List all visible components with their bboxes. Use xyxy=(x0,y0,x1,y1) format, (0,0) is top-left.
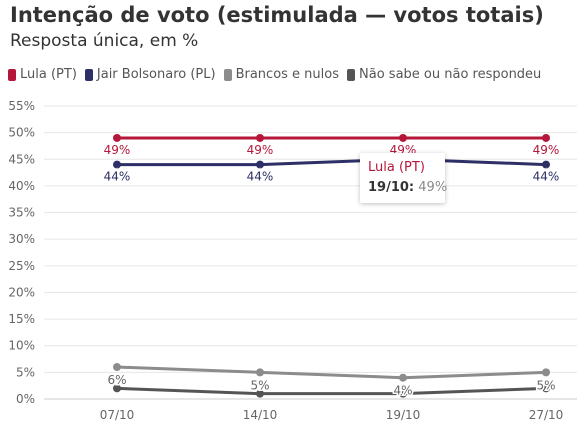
y-tick-label: 35% xyxy=(8,206,35,220)
data-point-nao-sabe xyxy=(256,389,264,398)
legend-item-bolsonaro[interactable]: Jair Bolsonaro (PL) xyxy=(84,67,216,82)
data-label-lula: 49% xyxy=(247,143,274,157)
y-tick-label: 15% xyxy=(8,312,35,326)
tooltip: Lula (PT) 19/10: 49% xyxy=(360,153,448,203)
series-line-brancos-nulos xyxy=(116,365,547,380)
data-point-nao-sabe xyxy=(399,389,407,398)
data-point-lula xyxy=(542,133,550,142)
y-tick-label: 10% xyxy=(8,339,35,353)
y-tick-label: 55% xyxy=(8,99,35,113)
data-point-bolsonaro xyxy=(542,160,550,169)
data-point-bolsonaro xyxy=(113,160,121,169)
legend-label-nao-sabe: Não sabe ou não respondeu xyxy=(359,67,542,82)
y-tick-label: 25% xyxy=(8,259,35,273)
data-point-lula xyxy=(113,133,121,142)
data-point-brancos-nulos xyxy=(256,368,264,377)
legend-label-lula: Lula (PT) xyxy=(20,67,77,82)
legend-label-bolsonaro: Jair Bolsonaro (PL) xyxy=(96,67,216,82)
chart-title: Intenção de voto (estimulada — votos tot… xyxy=(10,3,544,27)
data-label-brancos-nulos: 6% xyxy=(107,373,126,387)
data-label-brancos-nulos: 5% xyxy=(536,378,555,392)
data-point-bolsonaro xyxy=(256,160,264,169)
data-point-lula xyxy=(399,133,407,142)
x-tick-label: 14/10 xyxy=(243,408,278,422)
data-label-brancos-nulos: 4% xyxy=(393,384,412,398)
chart-legend: Lula (PT) Jair Bolsonaro (PL) Brancos e … xyxy=(8,67,549,82)
data-label-lula: 49% xyxy=(533,143,560,157)
y-tick-label: 20% xyxy=(8,285,35,299)
y-tick-label: 40% xyxy=(8,179,35,193)
tooltip-series-name: Lula (PT) xyxy=(368,160,425,175)
series-line-bolsonaro xyxy=(117,157,547,167)
legend-swatch-nao-sabe xyxy=(347,68,356,81)
data-point-brancos-nulos xyxy=(542,368,550,377)
legend-swatch-bolsonaro xyxy=(84,68,93,81)
data-point-nao-sabe xyxy=(542,384,550,393)
y-tick-label: 5% xyxy=(16,365,35,379)
chart-subtitle: Resposta única, em % xyxy=(10,31,199,51)
tooltip-date: 19/10: xyxy=(368,180,415,195)
tooltip-value: 49% xyxy=(418,180,448,195)
legend-item-brancos-nulos[interactable]: Brancos e nulos xyxy=(223,67,340,82)
x-tick-label: 27/10 xyxy=(529,408,564,422)
x-tick-label: 19/10 xyxy=(386,408,421,422)
data-label-brancos-nulos: 5% xyxy=(250,378,269,392)
data-label-bolsonaro: 44% xyxy=(104,170,131,184)
data-point-brancos-nulos xyxy=(113,363,121,372)
y-tick-label: 50% xyxy=(8,126,35,140)
data-label-bolsonaro: 44% xyxy=(247,170,274,184)
legend-swatch-brancos-nulos xyxy=(223,68,232,81)
data-label-lula: 49% xyxy=(104,143,131,157)
data-label-bolsonaro: 44% xyxy=(533,170,560,184)
data-point-brancos-nulos xyxy=(399,373,407,382)
y-tick-label: 30% xyxy=(8,232,35,246)
legend-item-lula[interactable]: Lula (PT) xyxy=(8,67,77,82)
series-line-nao-sabe xyxy=(116,386,547,396)
legend-label-brancos-nulos: Brancos e nulos xyxy=(235,67,340,82)
data-point-lula xyxy=(256,133,264,142)
y-tick-label: 0% xyxy=(16,392,35,406)
y-tick-label: 45% xyxy=(8,152,35,166)
legend-item-nao-sabe[interactable]: Não sabe ou não respondeu xyxy=(347,67,541,82)
legend-swatch-lula xyxy=(8,68,16,81)
data-point-nao-sabe xyxy=(113,384,121,393)
x-tick-label: 07/10 xyxy=(100,408,135,422)
